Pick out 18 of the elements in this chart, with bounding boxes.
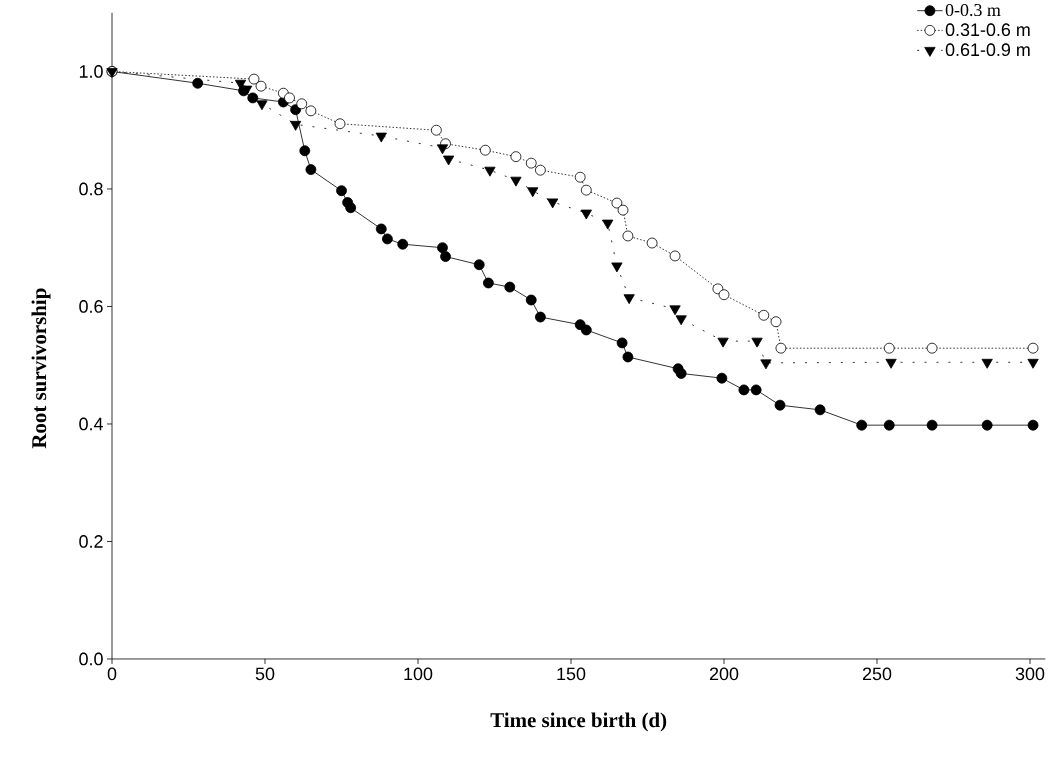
- legend-label: 0.31-0.6 m: [945, 23, 1030, 37]
- x-tick-label: 200: [709, 667, 739, 681]
- x-tick-label: 150: [557, 667, 586, 681]
- x-tick-label: 50: [255, 667, 275, 681]
- x-tick-label: 100: [404, 667, 433, 681]
- x-axis-title: Time since birth (d): [490, 712, 667, 732]
- legend-label: 0-0.3 m: [945, 4, 1001, 17]
- y-tick-label: 0.0: [79, 652, 103, 666]
- legend-label: 0.61-0.9 m: [945, 43, 1030, 57]
- x-tick-label: 0: [107, 667, 117, 681]
- y-tick-label: 0.2: [79, 535, 103, 548]
- y-tick-label: 0.4: [79, 417, 103, 431]
- y-tick-label: 0.6: [79, 300, 103, 313]
- x-tick-label: 250: [862, 667, 892, 681]
- x-tick-label: 300: [1015, 667, 1045, 681]
- y-tick-label: 1.0: [79, 65, 103, 78]
- y-tick-label: 0.8: [79, 182, 103, 196]
- y-axis-title: Root survivorship: [31, 288, 51, 449]
